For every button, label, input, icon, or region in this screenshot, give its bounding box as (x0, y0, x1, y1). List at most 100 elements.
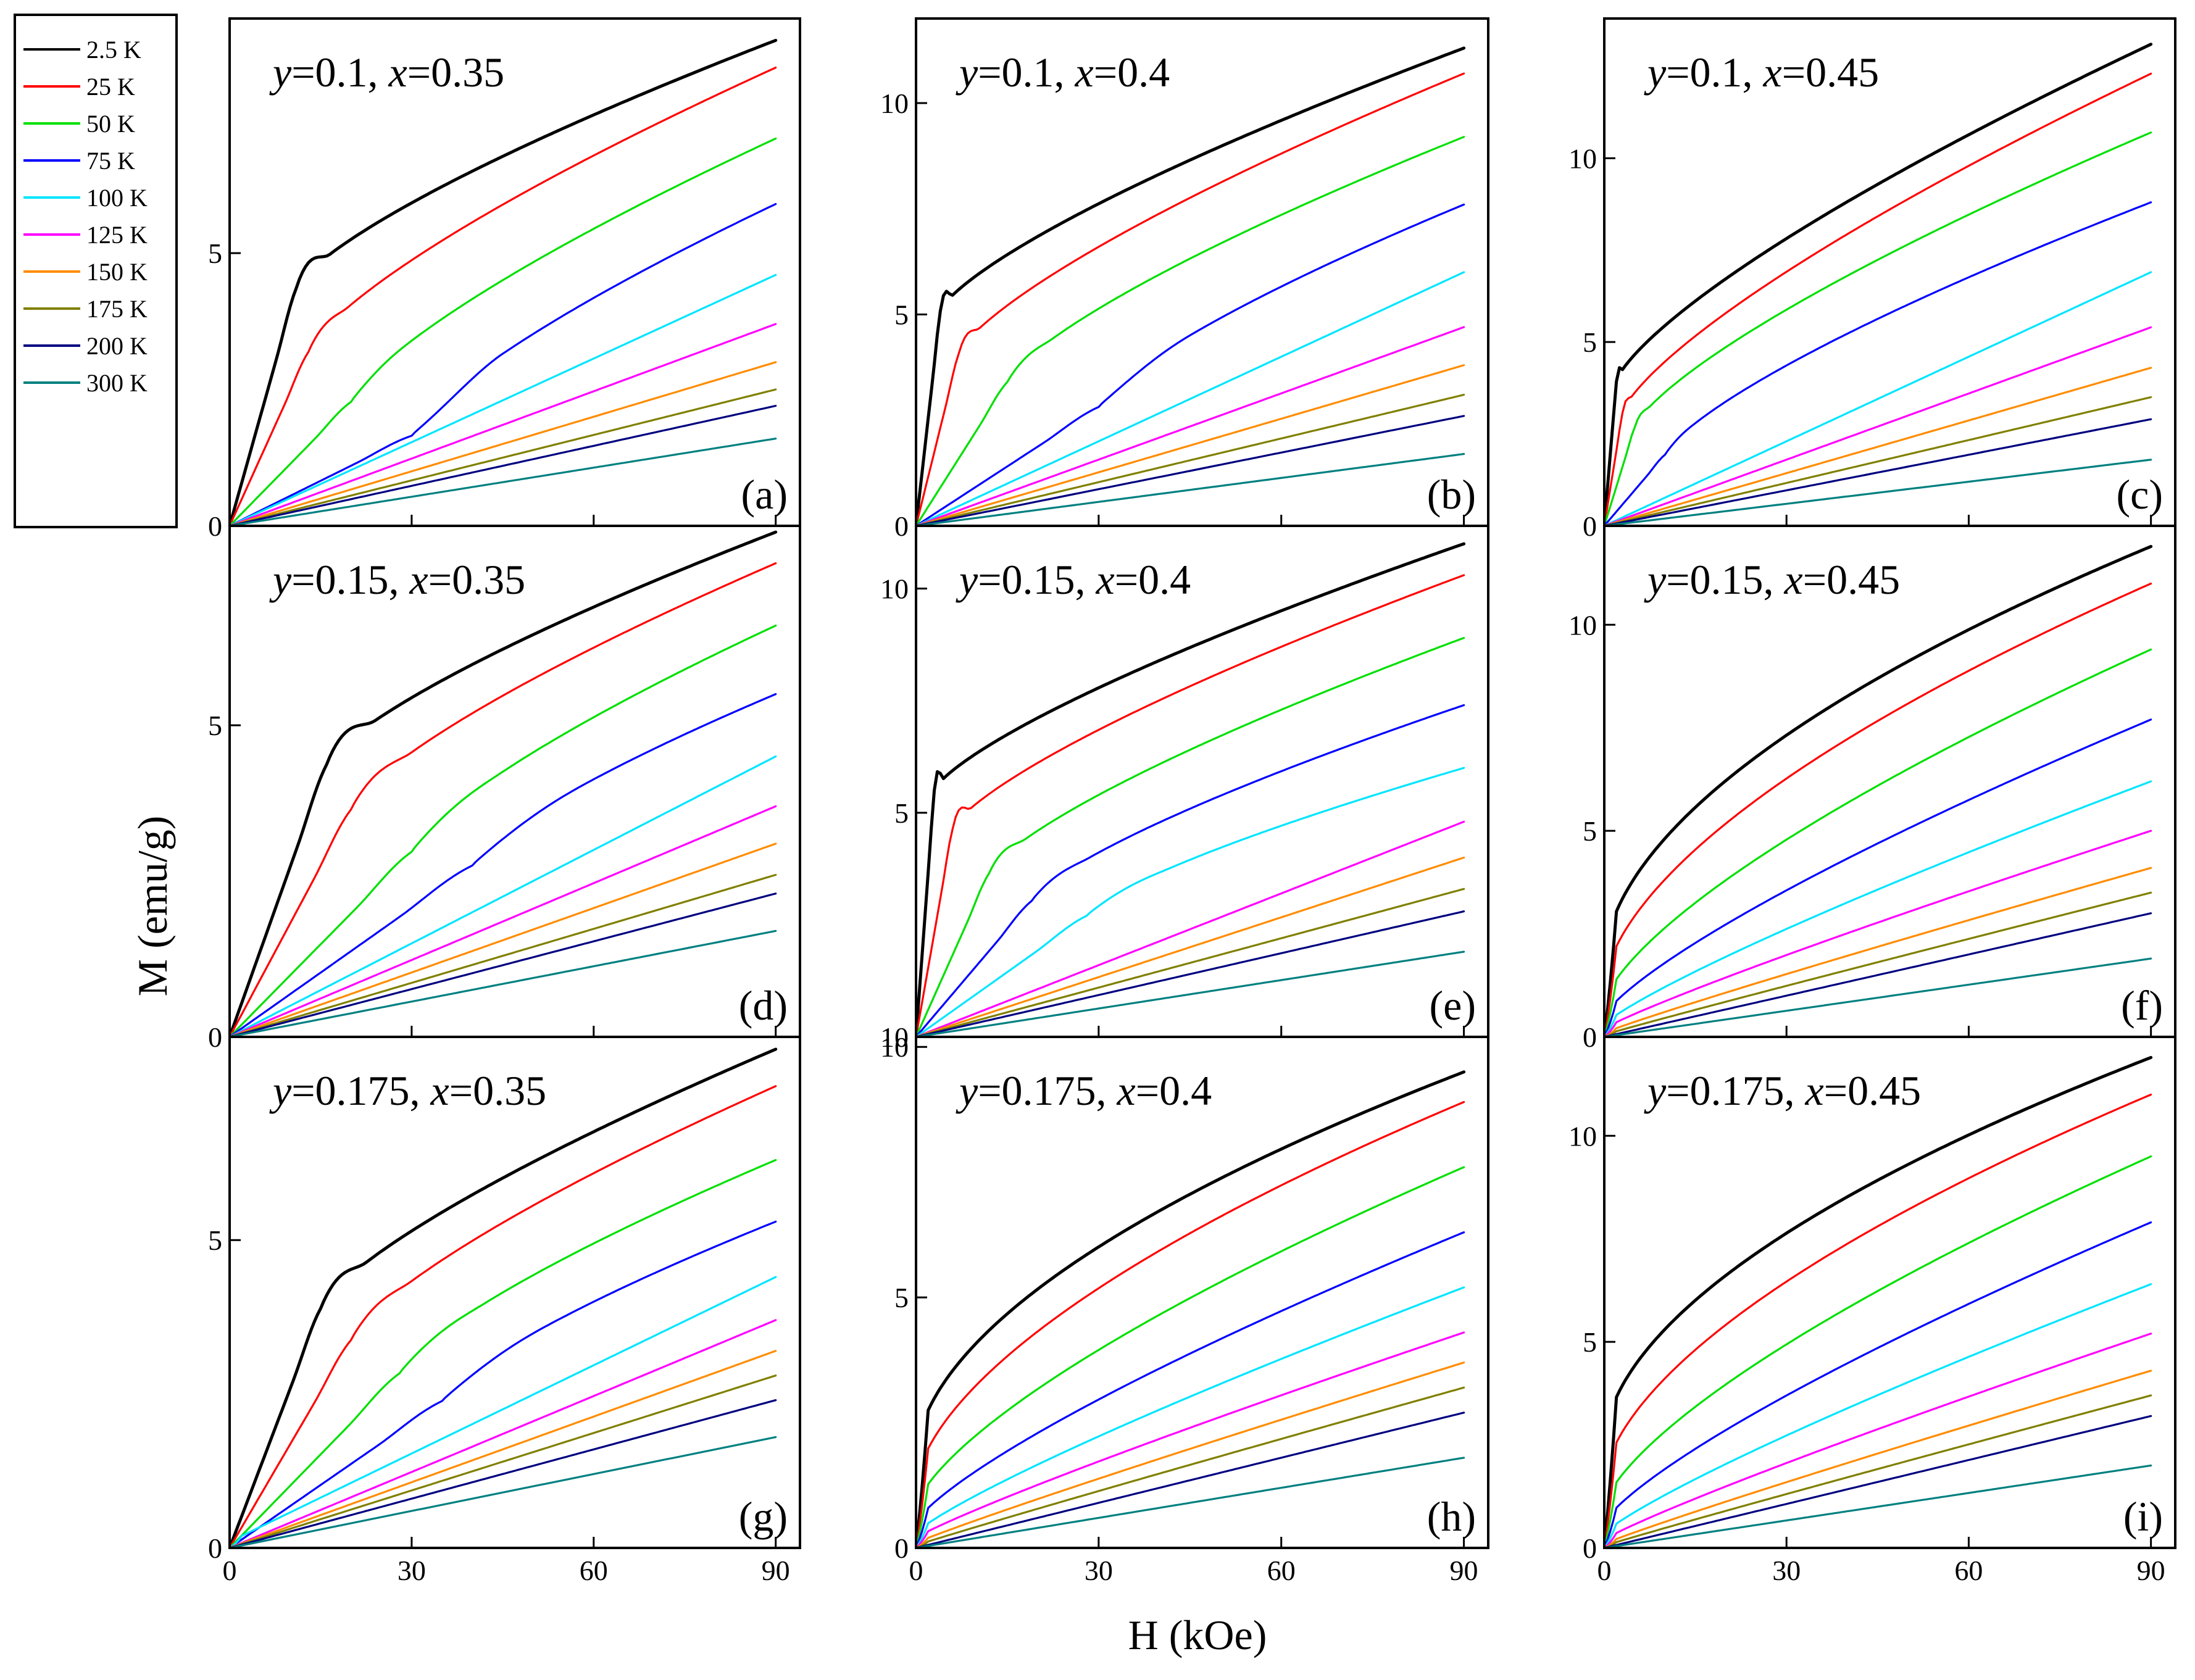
curve-c-125K (1604, 326, 2152, 526)
legend-label: 200 K (86, 332, 148, 360)
curve-b-75K (916, 203, 1465, 526)
panel-h-frame (915, 1036, 1489, 1549)
curve-e-200K (916, 910, 1465, 1037)
curve-i-100K (1604, 1283, 2152, 1548)
curve-h-175K (916, 1386, 1465, 1548)
curve-a-75K (230, 202, 777, 526)
curve-e-300K (916, 950, 1465, 1037)
x-tick-label: 0 (1597, 1555, 1612, 1586)
panel-g-frame (228, 1036, 801, 1549)
panel-d: 0 5 y=0.15, x=0.35 (d) (208, 525, 801, 1053)
panel-d-letter: (d) (739, 982, 788, 1029)
y-tick-label: 5 (208, 710, 222, 741)
legend-label: 25 K (86, 73, 135, 101)
curve-e-75K (916, 704, 1465, 1037)
curve-b-25K (916, 72, 1465, 526)
panel-e-curves (916, 542, 1466, 1037)
curve-c-150K (1604, 367, 2152, 526)
panel-i-frame (1603, 1036, 2176, 1549)
y-axis-title: M (emu/g) (129, 816, 176, 997)
panel-g-letter: (g) (739, 1493, 788, 1540)
curve-i-200K (1604, 1415, 2152, 1548)
curve-a-200K (230, 404, 777, 526)
curve-c-175K (1604, 396, 2152, 526)
curve-f-25K (1604, 582, 2152, 1037)
curve-f-300K (1604, 957, 2152, 1037)
curve-h-100K (916, 1286, 1465, 1548)
curve-h-150K (916, 1362, 1465, 1548)
panel-h-curves (916, 1070, 1466, 1548)
curve-e-150K (916, 856, 1465, 1037)
curve-f-125K (1604, 830, 2152, 1037)
panel-h: 0 30 60 90 0 5 10 y=0.175, x=0.4 (h) (880, 1031, 1489, 1586)
panel-c-title: y=0.1, x=0.45 (1644, 49, 1879, 96)
panel-c-letter: (c) (2117, 471, 2163, 518)
curve-i-300K (1604, 1464, 2152, 1548)
curve-i-175K (1604, 1394, 2152, 1548)
curve-b-175K (916, 394, 1465, 526)
y-tick-label: 0 (208, 510, 222, 542)
panel-h-title: y=0.175, x=0.4 (956, 1067, 1212, 1114)
x-axis-title: H (kOe) (1128, 1611, 1267, 1658)
curve-c-200K (1604, 418, 2152, 526)
curve-d-175K (230, 873, 777, 1037)
curve-f-100K (1604, 780, 2152, 1037)
legend-label: 300 K (86, 369, 148, 397)
panel-h-letter: (h) (1427, 1493, 1476, 1540)
y-tick-label: 5 (894, 299, 909, 331)
curve-c-300K (1604, 459, 2152, 526)
y-tick-label: 10 (1568, 1120, 1597, 1152)
panel-f-title: y=0.15, x=0.45 (1644, 556, 1900, 603)
y-tick-label: 5 (1583, 815, 1597, 847)
legend-label: 50 K (86, 110, 135, 138)
curve-e-50K (916, 637, 1465, 1037)
curve-h-50K (916, 1166, 1465, 1548)
curve-g-25K (230, 1085, 777, 1548)
curve-f-2p5K (1604, 544, 2153, 1037)
panel-a-title: y=0.1, x=0.35 (269, 49, 504, 96)
curve-f-75K (1604, 718, 2152, 1037)
curve-a-50K (230, 137, 777, 526)
y-tick-label: 5 (894, 1282, 909, 1313)
y-tick-label: 0 (208, 1532, 222, 1564)
legend-label: 75 K (86, 147, 135, 175)
curve-e-100K (916, 767, 1465, 1037)
panel-f: 0 5 10 y=0.15, x=0.45 (f) (1568, 525, 2176, 1053)
curve-g-2p5K (230, 1047, 778, 1548)
x-tick-label: 90 (1450, 1555, 1478, 1586)
y-tick-label: 5 (1583, 1326, 1597, 1358)
curve-d-125K (230, 805, 777, 1037)
curve-g-150K (230, 1350, 777, 1548)
x-tick-label: 30 (398, 1555, 426, 1586)
curve-d-75K (230, 693, 777, 1037)
y-tick-label: 10 (1568, 609, 1597, 641)
panel-a-letter: (a) (741, 471, 788, 518)
panel-g-curves (230, 1047, 778, 1548)
curve-g-125K (230, 1319, 777, 1548)
y-tick-label: 0 (894, 510, 909, 542)
curve-e-125K (916, 820, 1465, 1037)
y-tick-label: 10 (880, 88, 909, 119)
curve-d-200K (230, 892, 777, 1037)
curve-f-150K (1604, 867, 2152, 1037)
curve-h-300K (916, 1457, 1465, 1548)
curve-a-175K (230, 388, 777, 526)
curve-i-150K (1604, 1370, 2152, 1548)
curve-d-100K (230, 755, 777, 1037)
curve-h-75K (916, 1231, 1465, 1548)
curve-h-2p5K (916, 1070, 1466, 1548)
curve-a-2p5K (230, 38, 778, 526)
x-tick-label: 60 (1267, 1555, 1296, 1586)
panel-e-title: y=0.15, x=0.4 (956, 556, 1191, 603)
x-tick-label: 90 (762, 1555, 790, 1586)
panel-f-curves (1604, 544, 2153, 1037)
curve-i-125K (1604, 1333, 2152, 1548)
curve-g-100K (230, 1276, 777, 1548)
curve-b-100K (916, 271, 1465, 526)
curve-b-150K (916, 364, 1465, 526)
y-tick-label: 5 (208, 1225, 222, 1256)
panel-b-letter: (b) (1427, 471, 1476, 518)
y-tick-label: 10 (880, 1031, 909, 1063)
y-tick-label: 0 (208, 1021, 222, 1053)
